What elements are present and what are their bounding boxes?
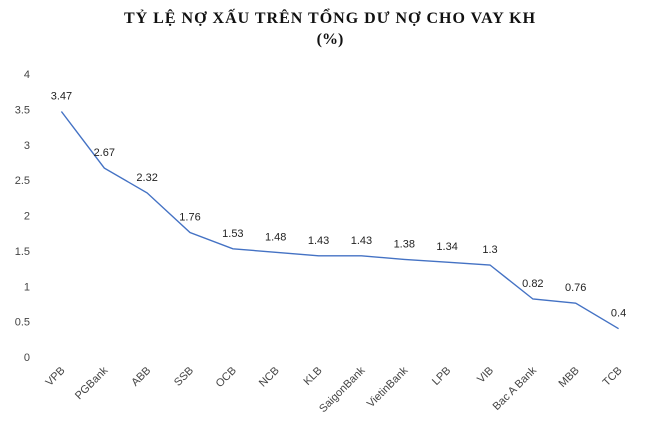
x-tick-label: MBB [556,365,581,390]
y-tick-label: 4 [24,69,30,81]
x-tick-label: LPB [430,365,453,388]
x-tick-label: SaigonBank [317,364,368,415]
data-label: 2.32 [136,172,157,184]
y-tick-label: 2.5 [15,175,30,187]
data-label: 0.76 [565,282,586,294]
y-tick-label: 0 [24,352,30,364]
chart-title: TỶ LỆ NỢ XẤU TRÊN TỔNG DƯ NỢ CHO VAY KH [123,10,537,27]
y-tick-label: 2 [24,211,30,223]
y-tick-label: 1 [24,281,30,293]
data-label: 1.53 [222,228,243,240]
x-tick-label: NCB [257,365,282,390]
x-tick-label: KLB [302,365,325,388]
data-label: 1.3 [482,244,497,256]
data-label: 0.4 [611,308,626,320]
x-tick-label: VietinBank [365,364,411,410]
data-labels: 3.47 2.67 2.32 1.76 1.53 1.48 1.43 1.43 1.38 1.34… [51,90,627,319]
data-label: 2.67 [94,147,115,159]
x-tick-label: OCB [214,365,239,390]
x-tick-label: VIB [475,365,496,386]
x-tick-label: PGBank [73,364,111,402]
data-label: 1.48 [265,231,286,243]
x-tick-label: VPB [43,365,67,389]
data-label: 3.47 [51,90,72,102]
data-label: 1.34 [436,241,457,253]
data-label: 1.43 [308,235,329,247]
x-tick-label: SSB [172,365,196,389]
chart-subtitle: (%) [316,31,344,48]
x-tick-label: TCB [601,365,625,389]
x-axis: VPB PGBank ABB SSB OCB NCB KLBSaigonBankVietin… [43,364,624,415]
x-tick-label: Bac A Bank [491,364,540,413]
y-tick-label: 1.5 [15,246,30,258]
y-tick-label: 3.5 [15,104,30,116]
data-label: 1.43 [351,235,372,247]
data-label: 1.38 [394,238,415,250]
y-tick-label: 0.5 [15,317,30,329]
data-label: 0.82 [522,278,543,290]
series-line [60,111,619,330]
y-tick-label: 3 [24,140,30,152]
y-axis: 0 0.5 1 1.5 2 2.5 3 3.5 4 [15,69,30,364]
data-label: 1.76 [179,211,200,223]
x-tick-label: ABB [129,365,153,389]
